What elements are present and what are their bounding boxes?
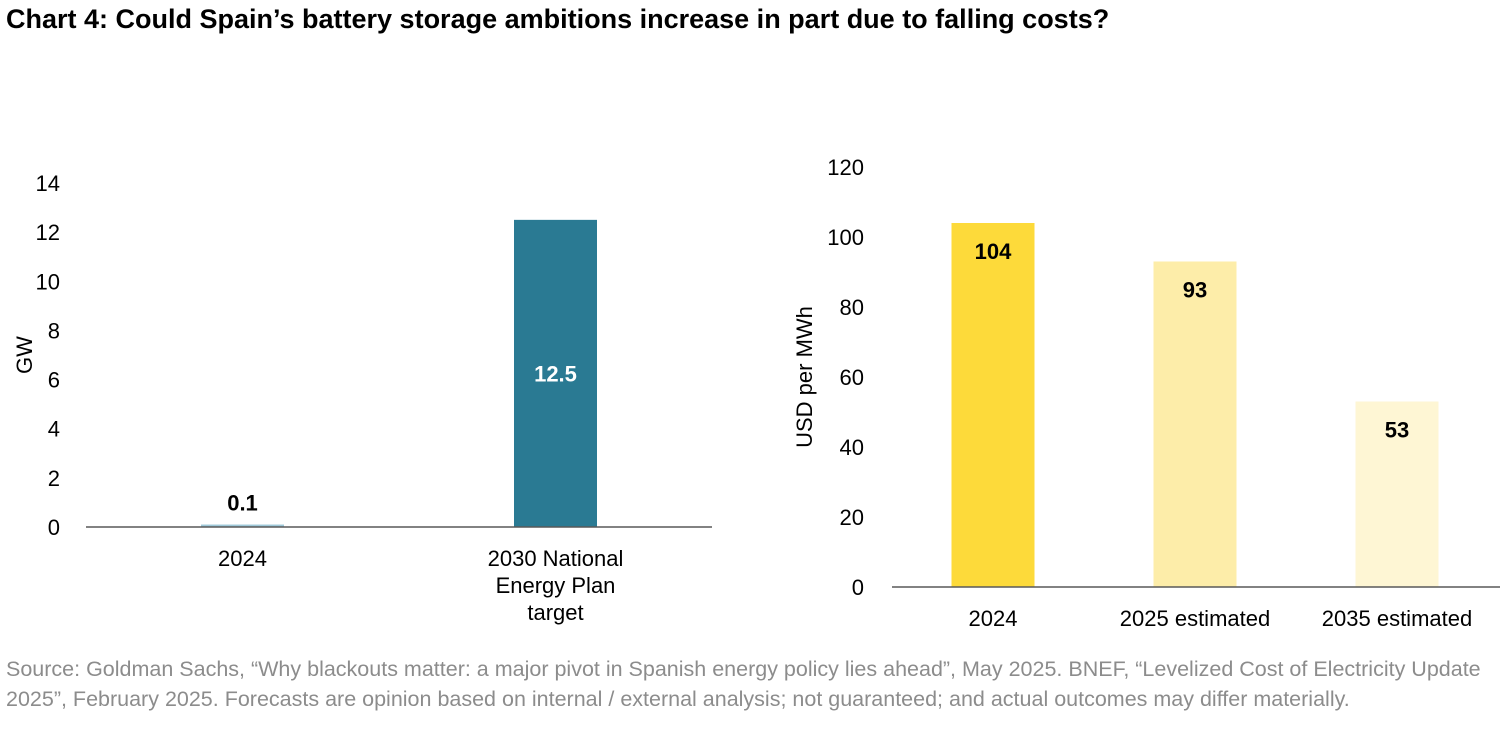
left-bar-1 [514,219,597,527]
source-note: Source: Goldman Sachs, “Why blackouts ma… [6,657,1481,711]
left-ytick-0: 0 [48,515,60,540]
left-category-label-0-line-0: 2024 [218,546,267,571]
right-ytick-1: 20 [840,505,864,530]
left-ytick-3: 6 [48,368,60,393]
right-data-label-1: 93 [1183,278,1207,303]
right-bar-2 [1355,401,1439,587]
right-category-label-1-line-0: 2025 estimated [1120,606,1270,631]
right-ytick-0: 0 [852,575,864,600]
left-category-label-0: 2024 [218,546,267,571]
left-bar-0 [201,524,284,527]
left-ytick-1: 2 [48,466,60,491]
right-y-axis-label: USD per MWh [792,306,817,448]
left-category-label-1-line-2: target [527,600,583,625]
right-ytick-3: 60 [840,365,864,390]
right-ytick-4: 80 [840,295,864,320]
chart-title: Chart 4: Could Spain’s battery storage a… [6,4,1110,34]
left-ytick-5: 10 [36,269,60,294]
right-category-label-2: 2035 estimated [1322,606,1472,631]
right-data-label-2: 53 [1385,418,1409,443]
right-category-label-2-line-0: 2035 estimated [1322,606,1472,631]
right-bar-0 [951,223,1035,587]
right-ytick-2: 40 [840,435,864,460]
right-ytick-6: 120 [827,155,864,180]
left-y-axis-label: GW [12,336,37,374]
right-category-label-0: 2024 [969,606,1018,631]
left-ytick-2: 4 [48,417,60,442]
left-data-label-1: 12.5 [534,361,577,386]
left-ytick-4: 8 [48,318,60,343]
right-bar-1 [1153,261,1237,587]
left-ytick-7: 14 [36,171,60,196]
left-ytick-6: 12 [36,220,60,245]
right-data-label-0: 104 [975,239,1012,264]
right-ytick-5: 100 [827,225,864,250]
left-category-label-1-line-0: 2030 National [488,546,624,571]
left-data-label-0: 0.1 [227,491,258,516]
left-category-label-1-line-1: Energy Plan [496,573,616,598]
right-category-label-0-line-0: 2024 [969,606,1018,631]
right-category-label-1: 2025 estimated [1120,606,1270,631]
left-category-label-1: 2030 National Energy Plan target [488,546,624,625]
